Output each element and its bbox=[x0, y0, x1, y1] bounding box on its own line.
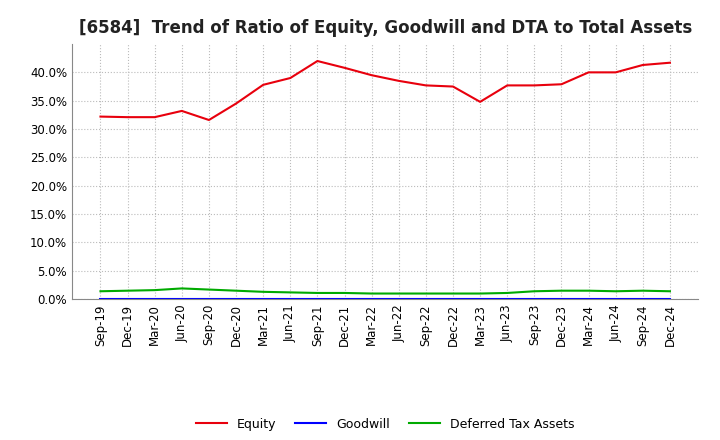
Goodwill bbox=[123, 296, 132, 301]
Goodwill bbox=[421, 296, 430, 301]
Deferred Tax Assets bbox=[530, 289, 539, 294]
Equity bbox=[204, 117, 213, 123]
Goodwill bbox=[530, 296, 539, 301]
Deferred Tax Assets bbox=[313, 290, 322, 296]
Goodwill bbox=[259, 296, 268, 301]
Deferred Tax Assets bbox=[259, 289, 268, 294]
Deferred Tax Assets bbox=[421, 291, 430, 296]
Equity bbox=[503, 83, 511, 88]
Deferred Tax Assets bbox=[639, 288, 647, 293]
Equity bbox=[476, 99, 485, 104]
Equity bbox=[286, 75, 294, 81]
Deferred Tax Assets bbox=[150, 287, 159, 293]
Goodwill bbox=[639, 296, 647, 301]
Deferred Tax Assets bbox=[557, 288, 566, 293]
Equity bbox=[665, 60, 674, 66]
Equity bbox=[421, 83, 430, 88]
Deferred Tax Assets bbox=[286, 290, 294, 295]
Deferred Tax Assets bbox=[367, 291, 376, 296]
Goodwill bbox=[286, 296, 294, 301]
Goodwill bbox=[611, 296, 620, 301]
Goodwill bbox=[665, 296, 674, 301]
Goodwill bbox=[204, 296, 213, 301]
Equity bbox=[530, 83, 539, 88]
Equity bbox=[557, 82, 566, 87]
Title: [6584]  Trend of Ratio of Equity, Goodwill and DTA to Total Assets: [6584] Trend of Ratio of Equity, Goodwil… bbox=[78, 19, 692, 37]
Equity bbox=[96, 114, 105, 119]
Deferred Tax Assets bbox=[476, 291, 485, 296]
Deferred Tax Assets bbox=[178, 286, 186, 291]
Goodwill bbox=[449, 296, 457, 301]
Goodwill bbox=[395, 296, 403, 301]
Equity bbox=[232, 101, 240, 106]
Deferred Tax Assets bbox=[449, 291, 457, 296]
Deferred Tax Assets bbox=[611, 289, 620, 294]
Goodwill bbox=[232, 296, 240, 301]
Goodwill bbox=[584, 296, 593, 301]
Equity bbox=[123, 114, 132, 120]
Equity bbox=[584, 70, 593, 75]
Line: Equity: Equity bbox=[101, 61, 670, 120]
Deferred Tax Assets bbox=[665, 289, 674, 294]
Deferred Tax Assets bbox=[584, 288, 593, 293]
Goodwill bbox=[476, 296, 485, 301]
Goodwill bbox=[367, 296, 376, 301]
Deferred Tax Assets bbox=[123, 288, 132, 293]
Goodwill bbox=[503, 296, 511, 301]
Equity bbox=[178, 108, 186, 114]
Deferred Tax Assets bbox=[395, 291, 403, 296]
Goodwill bbox=[178, 296, 186, 301]
Equity bbox=[259, 82, 268, 88]
Line: Deferred Tax Assets: Deferred Tax Assets bbox=[101, 289, 670, 293]
Goodwill bbox=[150, 296, 159, 301]
Equity bbox=[341, 65, 349, 70]
Equity bbox=[150, 114, 159, 120]
Goodwill bbox=[96, 296, 105, 301]
Deferred Tax Assets bbox=[503, 290, 511, 296]
Equity bbox=[367, 73, 376, 78]
Deferred Tax Assets bbox=[341, 290, 349, 296]
Deferred Tax Assets bbox=[232, 288, 240, 293]
Goodwill bbox=[313, 296, 322, 301]
Equity bbox=[395, 78, 403, 84]
Deferred Tax Assets bbox=[204, 287, 213, 292]
Equity bbox=[313, 59, 322, 64]
Equity bbox=[449, 84, 457, 89]
Goodwill bbox=[557, 296, 566, 301]
Equity bbox=[611, 70, 620, 75]
Legend: Equity, Goodwill, Deferred Tax Assets: Equity, Goodwill, Deferred Tax Assets bbox=[191, 413, 580, 436]
Equity bbox=[639, 62, 647, 68]
Deferred Tax Assets bbox=[96, 289, 105, 294]
Goodwill bbox=[341, 296, 349, 301]
